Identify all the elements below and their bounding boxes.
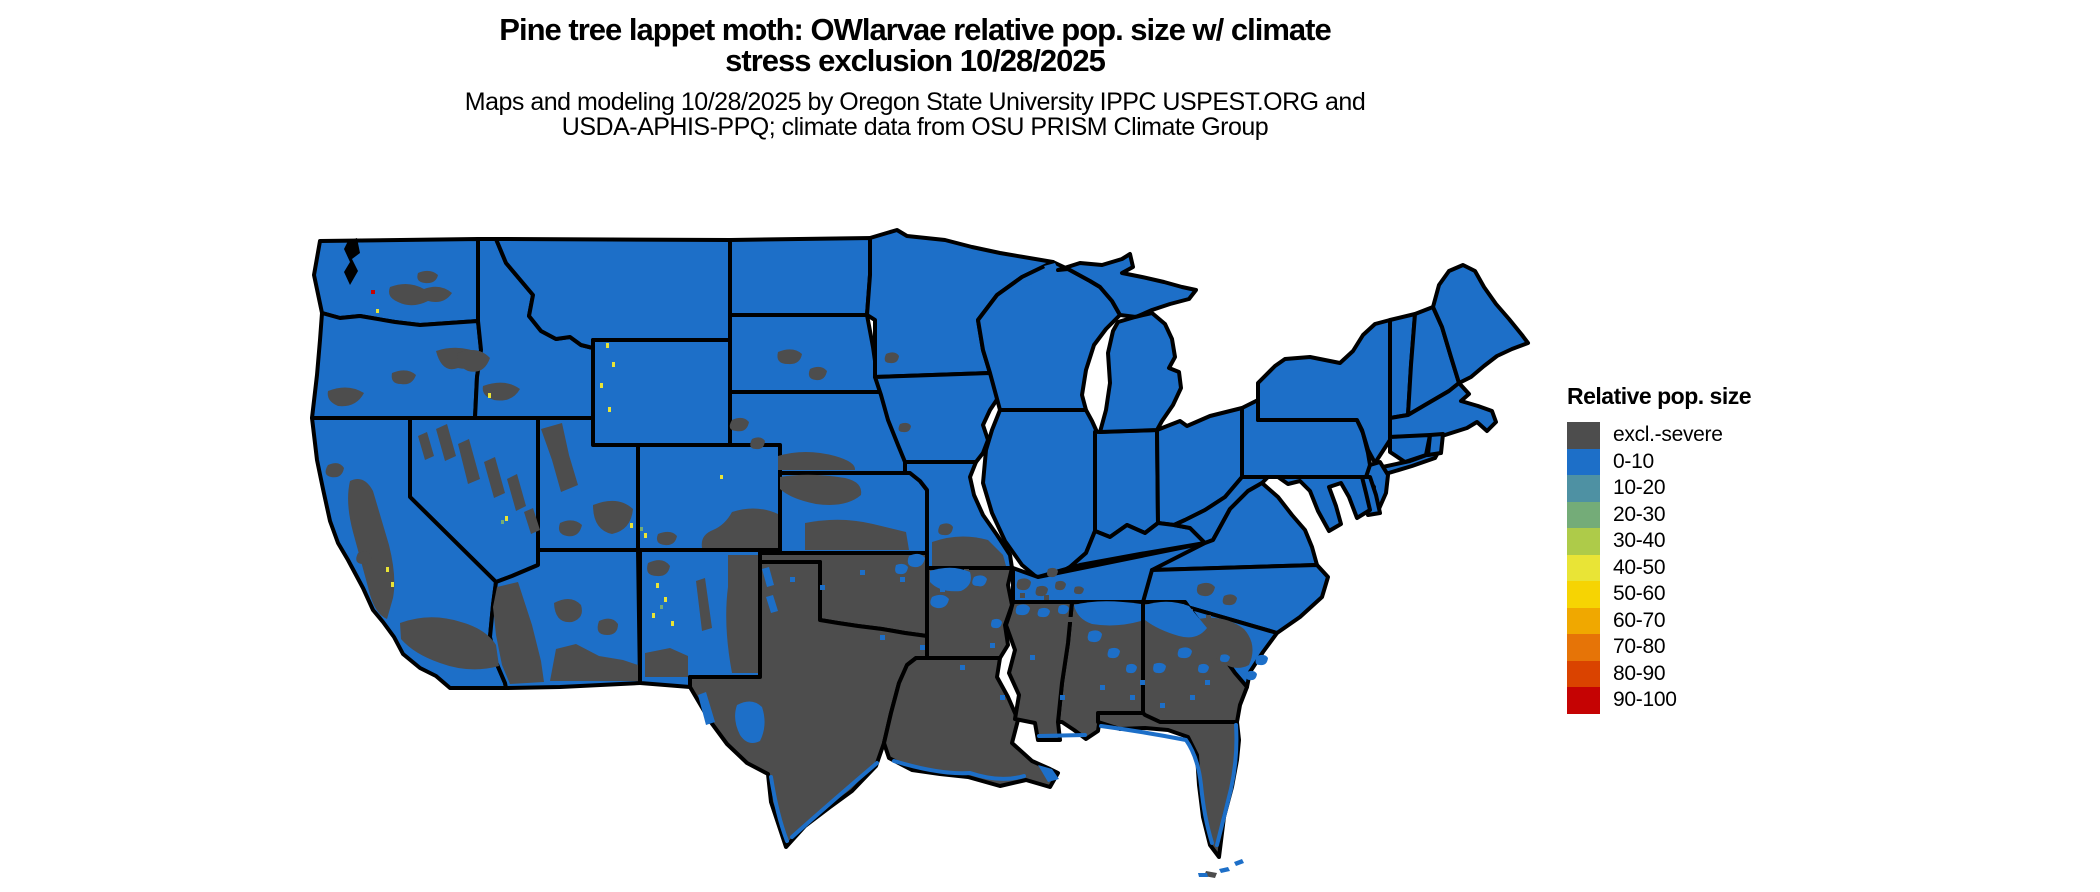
state-mi-upper-peninsula: [1056, 252, 1198, 319]
legend-label-70-80: 70-80: [1613, 635, 1666, 659]
legend-row-70-80: 70-80: [1567, 634, 1751, 661]
legend-swatch-70-80: [1567, 634, 1600, 661]
legend-row-10-20: 10-20: [1567, 475, 1751, 502]
state-wa: [312, 237, 480, 327]
state-ct: [1388, 433, 1432, 464]
legend-label-60-70: 60-70: [1613, 608, 1666, 632]
legend-row-80-90: 80-90: [1567, 660, 1751, 687]
legend-row-40-50: 40-50: [1567, 554, 1751, 581]
legend-row-20-30: 20-30: [1567, 501, 1751, 528]
map-subtitle: Maps and modeling 10/28/2025 by Oregon S…: [0, 90, 1830, 140]
state-la: [882, 656, 1060, 789]
legend-swatch-40-50: [1567, 554, 1600, 581]
legend-label-20-30: 20-30: [1613, 502, 1666, 526]
legend-swatch-80-90: [1567, 660, 1600, 687]
legend-label-80-90: 80-90: [1613, 661, 1666, 685]
state-nd: [728, 236, 874, 317]
state-ma: [1388, 381, 1498, 439]
legend-swatch-60-70: [1567, 607, 1600, 634]
legend-label-40-50: 40-50: [1613, 555, 1666, 579]
legend: Relative pop. size excl.-severe 0-10 10-20…: [1567, 383, 1752, 714]
legend-swatch-90-100: [1567, 687, 1600, 714]
state-in: [1093, 428, 1160, 539]
state-md: [1250, 475, 1372, 533]
low-pop-raster-patches: [698, 263, 1268, 877]
state-va: [1150, 481, 1319, 572]
legend-swatch-30-40: [1567, 528, 1600, 555]
legend-swatch-20-30: [1567, 501, 1600, 528]
puget-sound-water: [344, 238, 360, 285]
header: Pine tree lappet moth: OWlarvae relative…: [0, 14, 1830, 140]
legend-row-30-40: 30-40: [1567, 528, 1751, 555]
legend-label-30-40: 30-40: [1613, 529, 1666, 553]
state-ri: [1426, 432, 1445, 457]
legend-swatch-50-60: [1567, 581, 1600, 608]
state-me: [1431, 263, 1530, 385]
legend-swatch-excl: [1567, 422, 1600, 449]
legend-row-0-10: 0-10: [1567, 448, 1751, 475]
us-map: [310, 228, 1530, 878]
map-title: Pine tree lappet moth: OWlarvae relative…: [0, 14, 1830, 76]
legend-label-50-60: 50-60: [1613, 582, 1666, 606]
state-mi: [1098, 311, 1183, 434]
states-layer: [310, 228, 1530, 859]
legend-row-60-70: 60-70: [1567, 607, 1751, 634]
legend-label-10-20: 10-20: [1613, 476, 1666, 500]
legend-swatch-10-20: [1567, 475, 1600, 502]
map-title-line1: Pine tree lappet moth: OWlarvae relative…: [499, 12, 1331, 47]
state-wy: [591, 338, 732, 447]
coastal-fringe-lines: [769, 723, 1239, 847]
legend-label-90-100: 90-100: [1613, 688, 1677, 712]
state-fl: [1096, 711, 1241, 859]
state-ms: [1004, 600, 1074, 742]
map-subtitle-line2: USDA-APHIS-PPQ; climate data from OSU PR…: [561, 113, 1269, 141]
legend-items: excl.-severe 0-10 10-20 20-30 30-40 40-50 50-6…: [1567, 422, 1751, 714]
exclusion-raster-patches: [325, 270, 1253, 878]
legend-title: Relative pop. size: [1567, 383, 1752, 409]
legend-label-0-10: 0-10: [1613, 449, 1654, 473]
legend-row-90-100: 90-100: [1567, 687, 1751, 714]
mid-high-pop-specks: [371, 290, 723, 626]
legend-label-excl: excl.-severe: [1613, 423, 1723, 447]
map-container: [300, 225, 1540, 892]
map-title-line2: stress exclusion 10/28/2025: [725, 43, 1106, 78]
legend-row-excl: excl.-severe: [1567, 422, 1751, 449]
legend-row-50-60: 50-60: [1567, 581, 1751, 608]
map-subtitle-line1: Maps and modeling 10/28/2025 by Oregon S…: [464, 88, 1366, 116]
legend-swatch-0-10: [1567, 448, 1600, 475]
